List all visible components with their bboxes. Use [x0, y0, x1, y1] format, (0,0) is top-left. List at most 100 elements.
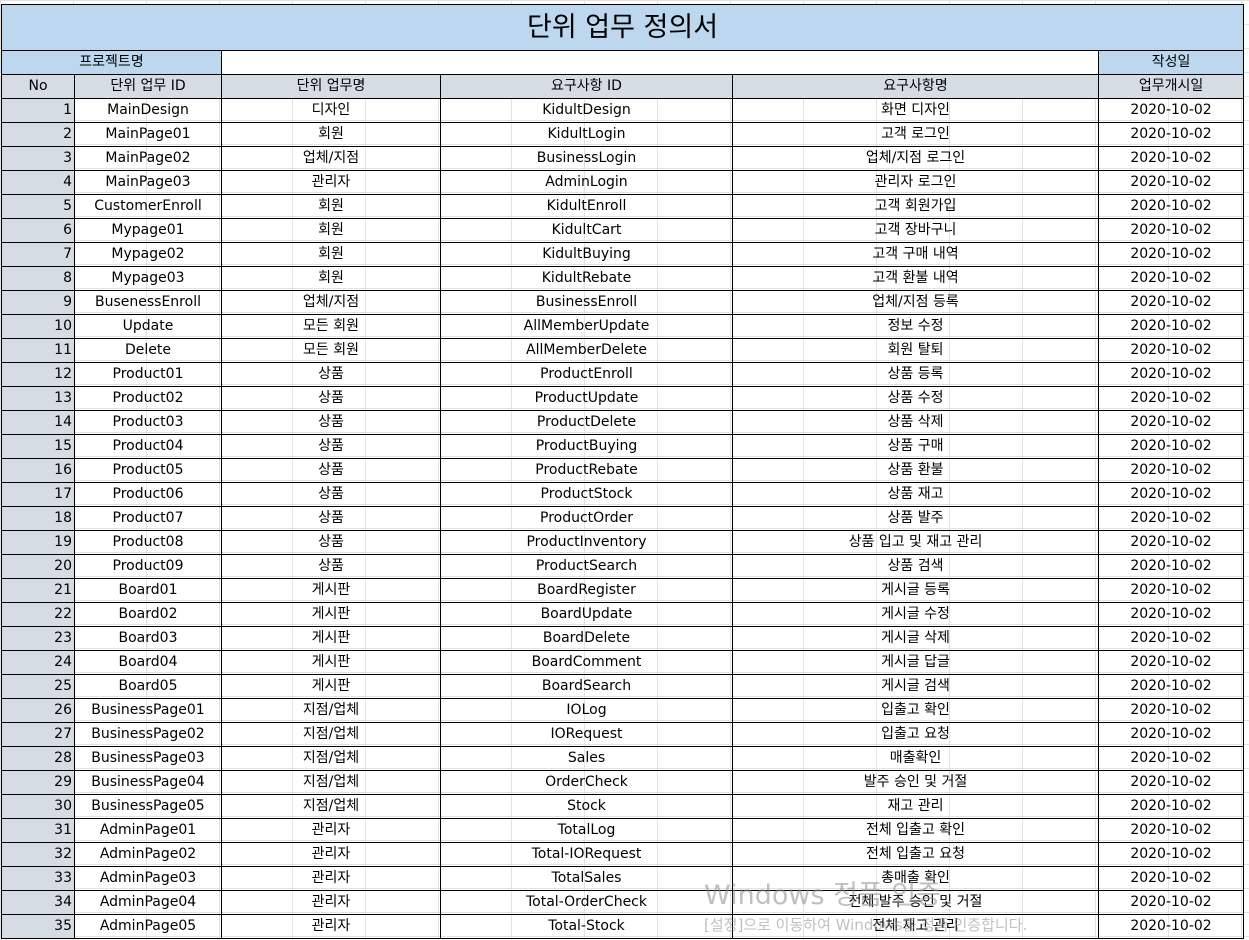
cell-unit-task-id[interactable]: AdminPage04 — [74, 890, 222, 915]
cell-requirement-name[interactable]: 상품 검색 — [732, 554, 1099, 579]
cell-no[interactable]: 1 — [1, 98, 75, 123]
cell-no[interactable]: 4 — [1, 170, 75, 195]
cell-requirement-id[interactable]: BoardSearch — [440, 674, 733, 699]
cell-requirement-id[interactable]: KidultCart — [440, 218, 733, 243]
project-value-cell[interactable] — [221, 50, 1099, 75]
cell-requirement-name[interactable]: 전체 입출고 확인 — [732, 818, 1099, 843]
cell-requirement-name[interactable]: 고객 회원가입 — [732, 194, 1099, 219]
cell-unit-task-id[interactable]: Product01 — [74, 362, 222, 387]
cell-no[interactable]: 8 — [1, 266, 75, 291]
cell-unit-task-name[interactable]: 회원 — [221, 194, 441, 219]
cell-no[interactable]: 15 — [1, 434, 75, 459]
cell-unit-task-id[interactable]: AdminPage05 — [74, 914, 222, 939]
cell-unit-task-id[interactable]: Product09 — [74, 554, 222, 579]
cell-no[interactable]: 33 — [1, 866, 75, 891]
cell-unit-task-name[interactable]: 회원 — [221, 122, 441, 147]
cell-unit-task-name[interactable]: 게시판 — [221, 674, 441, 699]
cell-requirement-name[interactable]: 전체 발주 승인 및 거절 — [732, 890, 1099, 915]
cell-unit-task-name[interactable]: 업체/지점 — [221, 290, 441, 315]
cell-unit-task-id[interactable]: Mypage03 — [74, 266, 222, 291]
cell-unit-task-id[interactable]: MainPage02 — [74, 146, 222, 171]
cell-requirement-name[interactable]: 화면 디자인 — [732, 98, 1099, 123]
cell-unit-task-name[interactable]: 상품 — [221, 362, 441, 387]
cell-requirement-id[interactable]: Sales — [440, 746, 733, 771]
cell-start-date[interactable]: 2020-10-02 — [1097, 146, 1245, 171]
cell-start-date[interactable]: 2020-10-02 — [1097, 458, 1245, 483]
cell-no[interactable]: 10 — [1, 314, 75, 339]
cell-requirement-name[interactable]: 상품 삭제 — [732, 410, 1099, 435]
cell-requirement-id[interactable]: ProductStock — [440, 482, 733, 507]
cell-no[interactable]: 30 — [1, 794, 75, 819]
cell-unit-task-id[interactable]: MainDesign — [74, 98, 222, 123]
cell-requirement-id[interactable]: BoardRegister — [440, 578, 733, 603]
cell-requirement-name[interactable]: 게시글 검색 — [732, 674, 1099, 699]
cell-requirement-name[interactable]: 매출확인 — [732, 746, 1099, 771]
cell-unit-task-id[interactable]: Product04 — [74, 434, 222, 459]
document-title[interactable]: 단위 업무 정의서 — [0, 4, 1245, 51]
cell-requirement-id[interactable]: ProductDelete — [440, 410, 733, 435]
cell-unit-task-id[interactable]: BusinessPage03 — [74, 746, 222, 771]
cell-unit-task-name[interactable]: 게시판 — [221, 626, 441, 651]
cell-requirement-name[interactable]: 관리자 로그인 — [732, 170, 1099, 195]
cell-requirement-id[interactable]: KidultRebate — [440, 266, 733, 291]
cell-unit-task-id[interactable]: Delete — [74, 338, 222, 363]
header-requirement-id[interactable]: 요구사항 ID — [440, 74, 733, 99]
cell-start-date[interactable]: 2020-10-02 — [1097, 554, 1245, 579]
cell-requirement-id[interactable]: BusinessLogin — [440, 146, 733, 171]
cell-requirement-id[interactable]: AllMemberUpdate — [440, 314, 733, 339]
cell-requirement-id[interactable]: KidultDesign — [440, 98, 733, 123]
cell-start-date[interactable]: 2020-10-02 — [1097, 866, 1245, 891]
cell-start-date[interactable]: 2020-10-02 — [1097, 290, 1245, 315]
cell-requirement-name[interactable]: 상품 입고 및 재고 관리 — [732, 530, 1099, 555]
cell-unit-task-name[interactable]: 지점/업체 — [221, 794, 441, 819]
cell-start-date[interactable]: 2020-10-02 — [1097, 434, 1245, 459]
cell-requirement-name[interactable]: 전체 입출고 요청 — [732, 842, 1099, 867]
cell-requirement-name[interactable]: 회원 탈퇴 — [732, 338, 1099, 363]
cell-requirement-name[interactable]: 고객 환불 내역 — [732, 266, 1099, 291]
cell-unit-task-name[interactable]: 회원 — [221, 218, 441, 243]
cell-unit-task-name[interactable]: 상품 — [221, 410, 441, 435]
cell-unit-task-id[interactable]: CustomerEnroll — [74, 194, 222, 219]
cell-requirement-id[interactable]: OrderCheck — [440, 770, 733, 795]
cell-requirement-id[interactable]: AdminLogin — [440, 170, 733, 195]
cell-start-date[interactable]: 2020-10-02 — [1097, 530, 1245, 555]
cell-no[interactable]: 17 — [1, 482, 75, 507]
cell-unit-task-id[interactable]: BusenessEnroll — [74, 290, 222, 315]
cell-no[interactable]: 19 — [1, 530, 75, 555]
cell-requirement-id[interactable]: BoardUpdate — [440, 602, 733, 627]
cell-unit-task-id[interactable]: Mypage01 — [74, 218, 222, 243]
cell-requirement-name[interactable]: 고객 장바구니 — [732, 218, 1099, 243]
cell-no[interactable]: 20 — [1, 554, 75, 579]
cell-no[interactable]: 35 — [1, 914, 75, 939]
cell-unit-task-name[interactable]: 게시판 — [221, 650, 441, 675]
cell-requirement-name[interactable]: 정보 수정 — [732, 314, 1099, 339]
header-no[interactable]: No — [1, 74, 75, 99]
cell-requirement-name[interactable]: 재고 관리 — [732, 794, 1099, 819]
cell-requirement-id[interactable]: Total-OrderCheck — [440, 890, 733, 915]
cell-unit-task-name[interactable]: 상품 — [221, 458, 441, 483]
cell-unit-task-id[interactable]: BusinessPage02 — [74, 722, 222, 747]
cell-unit-task-name[interactable]: 상품 — [221, 434, 441, 459]
cell-unit-task-id[interactable]: Product07 — [74, 506, 222, 531]
cell-requirement-name[interactable]: 상품 재고 — [732, 482, 1099, 507]
cell-start-date[interactable]: 2020-10-02 — [1097, 386, 1245, 411]
cell-no[interactable]: 12 — [1, 362, 75, 387]
cell-unit-task-name[interactable]: 모든 회원 — [221, 338, 441, 363]
cell-requirement-name[interactable]: 상품 수정 — [732, 386, 1099, 411]
cell-requirement-name[interactable]: 상품 환불 — [732, 458, 1099, 483]
cell-start-date[interactable]: 2020-10-02 — [1097, 914, 1245, 939]
cell-unit-task-id[interactable]: BusinessPage01 — [74, 698, 222, 723]
cell-unit-task-name[interactable]: 상품 — [221, 482, 441, 507]
cell-no[interactable]: 26 — [1, 698, 75, 723]
cell-unit-task-id[interactable]: BusinessPage05 — [74, 794, 222, 819]
cell-requirement-id[interactable]: ProductRebate — [440, 458, 733, 483]
cell-unit-task-id[interactable]: Board02 — [74, 602, 222, 627]
cell-unit-task-name[interactable]: 게시판 — [221, 602, 441, 627]
cell-unit-task-id[interactable]: Product02 — [74, 386, 222, 411]
cell-unit-task-id[interactable]: AdminPage02 — [74, 842, 222, 867]
cell-no[interactable]: 32 — [1, 842, 75, 867]
cell-start-date[interactable]: 2020-10-02 — [1097, 482, 1245, 507]
cell-no[interactable]: 16 — [1, 458, 75, 483]
cell-start-date[interactable]: 2020-10-02 — [1097, 338, 1245, 363]
date-label-cell[interactable]: 작성일 — [1097, 50, 1245, 75]
